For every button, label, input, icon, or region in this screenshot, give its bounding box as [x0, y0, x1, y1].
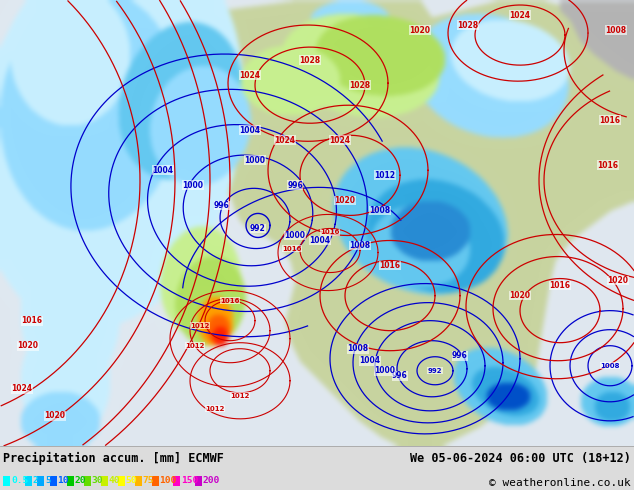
Text: 1020: 1020: [607, 276, 628, 285]
Text: 1000: 1000: [245, 156, 266, 165]
Text: 1004: 1004: [359, 356, 380, 365]
Text: 1024: 1024: [11, 384, 32, 393]
Text: 1020: 1020: [44, 411, 65, 420]
Text: 1024: 1024: [275, 136, 295, 145]
Text: 1012: 1012: [185, 343, 205, 349]
Text: 1020: 1020: [410, 25, 430, 35]
Text: 200: 200: [202, 476, 220, 486]
Text: 1008: 1008: [605, 25, 626, 35]
Text: 50: 50: [126, 476, 137, 486]
Text: 1016: 1016: [600, 116, 621, 125]
Text: 1016: 1016: [220, 297, 240, 304]
Text: 40: 40: [108, 476, 120, 486]
Bar: [25, 476, 32, 486]
Text: 1020: 1020: [335, 196, 356, 205]
Bar: [67, 476, 74, 486]
Text: 1012: 1012: [230, 393, 250, 399]
Text: 992: 992: [428, 368, 443, 374]
Text: 996: 996: [392, 371, 408, 380]
Text: 30: 30: [91, 476, 103, 486]
Text: 1004: 1004: [153, 166, 174, 175]
Text: 1004: 1004: [309, 236, 330, 245]
Text: © weatheronline.co.uk: © weatheronline.co.uk: [489, 478, 631, 488]
Bar: [173, 476, 180, 486]
Text: 1004: 1004: [240, 126, 261, 135]
Text: 1012: 1012: [205, 406, 224, 412]
Text: 100: 100: [160, 476, 177, 486]
Text: 1008: 1008: [349, 241, 370, 250]
Text: 1000: 1000: [375, 366, 396, 375]
Text: 2: 2: [32, 476, 38, 486]
Bar: [117, 476, 124, 486]
Text: 1008: 1008: [600, 363, 620, 369]
Text: 1000: 1000: [183, 181, 204, 190]
Text: 1024: 1024: [510, 10, 531, 20]
Text: 996: 996: [214, 201, 230, 210]
Bar: [134, 476, 141, 486]
Text: 1028: 1028: [458, 21, 479, 29]
Text: Precipitation accum. [mm] ECMWF: Precipitation accum. [mm] ECMWF: [3, 452, 224, 465]
Text: 1028: 1028: [299, 56, 321, 65]
Text: 10: 10: [58, 476, 69, 486]
Bar: [49, 476, 56, 486]
Text: 1028: 1028: [349, 81, 370, 90]
Text: 1000: 1000: [285, 231, 306, 240]
Bar: [37, 476, 44, 486]
Text: 5: 5: [45, 476, 51, 486]
Text: 1016: 1016: [320, 229, 340, 236]
Text: 996: 996: [452, 351, 468, 360]
Bar: [84, 476, 91, 486]
Text: 1008: 1008: [347, 344, 368, 353]
Text: We 05-06-2024 06:00 UTC (18+12): We 05-06-2024 06:00 UTC (18+12): [410, 452, 631, 465]
Text: 1020: 1020: [18, 341, 39, 350]
Text: 0.5: 0.5: [11, 476, 29, 486]
Text: 992: 992: [250, 224, 266, 233]
Text: 75: 75: [143, 476, 154, 486]
Text: 1016: 1016: [282, 245, 302, 251]
Text: 1016: 1016: [550, 281, 571, 290]
Bar: [101, 476, 108, 486]
Bar: [3, 476, 10, 486]
Text: 1016: 1016: [22, 316, 42, 325]
Text: 1024: 1024: [240, 71, 261, 80]
Text: 1020: 1020: [510, 291, 531, 300]
Text: 150: 150: [181, 476, 198, 486]
Text: 1024: 1024: [330, 136, 351, 145]
Text: 996: 996: [287, 181, 303, 190]
Text: 1008: 1008: [370, 206, 391, 215]
Bar: [152, 476, 158, 486]
Text: 20: 20: [75, 476, 86, 486]
Text: 1012: 1012: [190, 322, 210, 329]
Bar: [195, 476, 202, 486]
Text: 1016: 1016: [597, 161, 619, 170]
Text: 1012: 1012: [375, 171, 396, 180]
Text: 1016: 1016: [380, 261, 401, 270]
